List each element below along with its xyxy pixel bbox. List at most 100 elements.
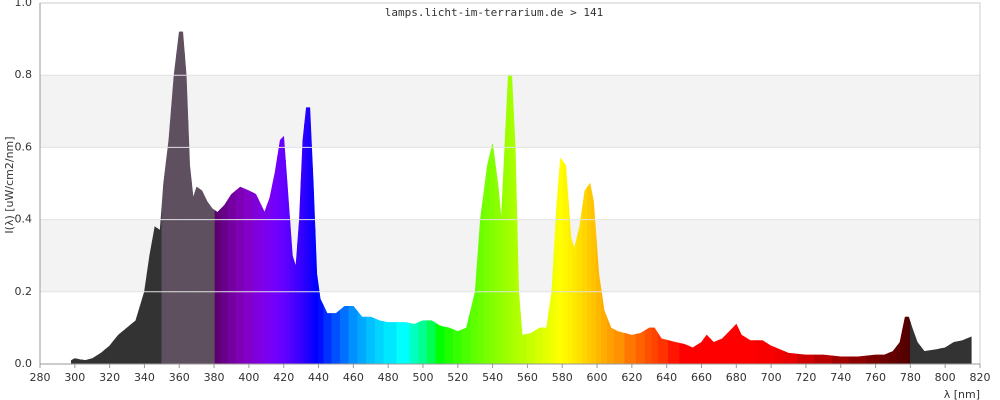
y-tick-label: 0.0 bbox=[15, 357, 33, 370]
spectrum-slice bbox=[542, 309, 550, 365]
spectrum-slice bbox=[427, 320, 437, 365]
x-tick-label: 560 bbox=[517, 371, 538, 384]
spectrum-slice bbox=[461, 309, 472, 365]
spectrum-slice bbox=[727, 325, 735, 365]
spectrum-slice bbox=[534, 327, 544, 365]
spectrum-slice bbox=[513, 111, 518, 365]
spectrum-slice bbox=[72, 358, 78, 365]
spectrum-slice bbox=[209, 204, 216, 365]
spectrum-slice bbox=[214, 208, 222, 365]
x-tick-label: 320 bbox=[99, 371, 120, 384]
spectrum-slice bbox=[435, 322, 446, 365]
spectrum-slice bbox=[176, 31, 182, 365]
spectrum-slice bbox=[796, 353, 815, 365]
y-tick-label: 1.0 bbox=[15, 0, 33, 9]
spectrum-slice bbox=[717, 332, 728, 365]
spectrum-slice bbox=[520, 313, 527, 365]
spectrum-slice bbox=[151, 226, 158, 365]
spectrum-slice bbox=[88, 355, 97, 365]
spectrum-slice bbox=[957, 338, 968, 365]
spectrum-slice bbox=[191, 181, 196, 365]
spectrum-slice bbox=[668, 340, 681, 365]
spectrum-slice bbox=[300, 123, 305, 365]
spectrum-slice bbox=[940, 344, 950, 365]
spectrum-slice bbox=[122, 323, 132, 365]
spectrum-slice bbox=[180, 31, 185, 365]
spectrum-slice bbox=[157, 206, 163, 365]
spectrum-slice bbox=[204, 196, 211, 365]
chart-title: lamps.licht-im-terrarium.de > 141 bbox=[385, 6, 604, 19]
spectrum-slice bbox=[198, 188, 205, 365]
spectrum-slice bbox=[902, 316, 908, 365]
spectrum-slice bbox=[709, 337, 719, 365]
x-tick-label: 800 bbox=[935, 371, 956, 384]
spectrum-slice bbox=[396, 322, 411, 365]
x-tick-label: 280 bbox=[30, 371, 51, 384]
x-tick-label: 460 bbox=[343, 371, 364, 384]
spectrum-slice bbox=[252, 192, 259, 365]
spectrum-slice bbox=[587, 182, 593, 365]
spectrum-slice bbox=[554, 179, 560, 365]
spectrum-slice bbox=[703, 334, 711, 365]
spectrum-slice bbox=[679, 342, 689, 365]
spectrum-slice bbox=[323, 306, 332, 365]
x-tick-label: 440 bbox=[308, 371, 329, 384]
spectrum-slice bbox=[227, 190, 237, 365]
spectrum-slice bbox=[783, 350, 798, 365]
spectrum-slice bbox=[866, 354, 881, 365]
spectrum-slice bbox=[644, 327, 653, 365]
y-tick-label: 0.4 bbox=[15, 213, 33, 226]
x-tick-label: 500 bbox=[412, 371, 433, 384]
x-tick-label: 420 bbox=[273, 371, 294, 384]
spectrum-slice bbox=[888, 345, 897, 365]
y-axis-label: I(λ) [uW/cm2/nm] bbox=[3, 136, 16, 233]
spectrum-slice bbox=[235, 186, 245, 365]
x-tick-label: 720 bbox=[795, 371, 816, 384]
x-tick-label: 520 bbox=[447, 371, 468, 384]
x-tick-label: 640 bbox=[656, 371, 677, 384]
spectrum-slice bbox=[879, 352, 889, 365]
y-tick-label: 0.8 bbox=[15, 68, 33, 81]
spectrum-slice bbox=[614, 329, 626, 365]
x-tick-label: 740 bbox=[830, 371, 851, 384]
x-tick-label: 480 bbox=[378, 371, 399, 384]
spectrum-slice bbox=[187, 120, 192, 365]
spectrum-slice bbox=[896, 329, 903, 365]
spectrum-slice bbox=[297, 179, 302, 365]
spectrum-slice bbox=[581, 186, 588, 365]
spectrum-slice bbox=[366, 316, 376, 365]
spectrum-slice bbox=[910, 322, 916, 365]
spectrum-slice bbox=[374, 318, 385, 365]
y-tick-label: 0.2 bbox=[15, 285, 33, 298]
spectrum-slice bbox=[477, 192, 485, 365]
spectrum-slice bbox=[657, 332, 669, 365]
x-tick-label: 700 bbox=[761, 371, 782, 384]
x-tick-label: 620 bbox=[621, 371, 642, 384]
spectrum-slice bbox=[281, 135, 286, 365]
spectrum bbox=[71, 31, 972, 365]
x-tick-label: 820 bbox=[970, 371, 991, 384]
spectrum-slice bbox=[831, 355, 850, 365]
spectrum-slice bbox=[688, 344, 698, 365]
spectrum-slice bbox=[930, 348, 942, 365]
spectrum-slice bbox=[635, 330, 646, 365]
spectrum-slice bbox=[775, 347, 785, 365]
spectrum-slice bbox=[383, 321, 398, 365]
spectrum-slice bbox=[591, 192, 597, 365]
spectrum-slice bbox=[745, 337, 757, 365]
spectrum-slice bbox=[272, 156, 278, 365]
spectrum-slice bbox=[572, 237, 578, 365]
spectrum-slice bbox=[920, 345, 931, 365]
spectrum-slice bbox=[558, 157, 564, 365]
spectrum-slice bbox=[285, 160, 291, 365]
spectrum-slice bbox=[651, 327, 659, 365]
x-tick-label: 680 bbox=[726, 371, 747, 384]
x-tick-label: 340 bbox=[134, 371, 155, 384]
spectrum-slice bbox=[318, 286, 325, 365]
spectrum-slice bbox=[418, 320, 428, 365]
spectrum-slice bbox=[82, 359, 90, 365]
axes: 0.0 0.2 0.4 0.6 0.8 1.0 280 300 320 340 360 380 400 4… bbox=[15, 0, 991, 384]
spectrum-slice bbox=[331, 309, 341, 365]
spectrum-slice bbox=[906, 316, 911, 365]
